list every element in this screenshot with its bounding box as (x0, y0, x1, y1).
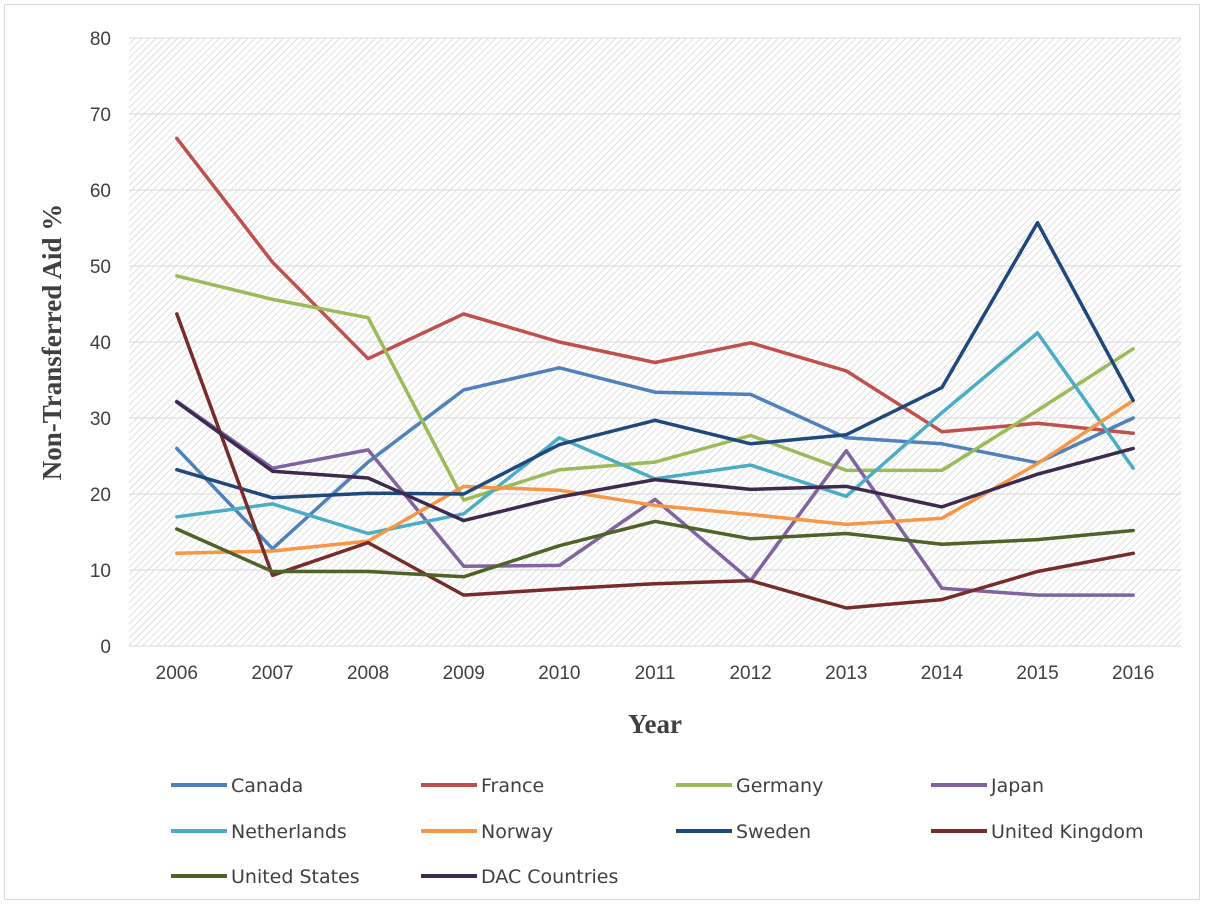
legend-label: Netherlands (231, 821, 347, 843)
y-tick-label: 10 (90, 561, 111, 582)
y-tick-label: 80 (90, 29, 111, 50)
x-tick-label: 2012 (729, 663, 771, 684)
x-tick-label: 2006 (156, 663, 198, 684)
x-tick-label: 2015 (1016, 663, 1058, 684)
series-line-germany (175, 274, 1135, 502)
legend-label: Canada (231, 775, 303, 797)
x-tick-label: 2013 (825, 663, 867, 684)
legend-label: Norway (481, 821, 553, 843)
x-tick-label: 2009 (443, 663, 485, 684)
legend-label: Sweden (736, 821, 811, 843)
y-tick-label: 40 (90, 333, 111, 354)
series-line-sweden (175, 220, 1135, 500)
y-tick-label: 60 (90, 181, 111, 202)
y-tick-label: 20 (90, 485, 111, 506)
x-tick-label: 2010 (538, 663, 580, 684)
y-axis-title: Non-Transferred Aid % (37, 204, 67, 481)
legend-label: Japan (990, 775, 1044, 797)
legend-label: United Kingdom (991, 821, 1144, 843)
y-tick-label: 30 (90, 409, 111, 430)
x-tick-label: 2011 (635, 663, 676, 684)
x-axis-ticks: 2006 2007 2008 2009 2010 2011 2012 2013 2014 2015… (156, 663, 1155, 684)
series-line-norway (175, 398, 1135, 556)
gridlines (129, 37, 1181, 647)
x-tick-label: 2016 (1112, 663, 1154, 684)
y-axis-ticks: 0 10 20 30 40 50 60 70 80 (90, 29, 111, 658)
legend-label: DAC Countries (481, 866, 618, 888)
y-tick-label: 70 (90, 105, 111, 126)
legend-label: United States (231, 866, 360, 888)
x-tick-label: 2008 (347, 663, 389, 684)
legend-label: France (481, 775, 544, 797)
series-line-dac-countries (175, 400, 1135, 523)
series-line-france (175, 136, 1135, 435)
x-tick-label: 2007 (251, 663, 293, 684)
legend-label: Germany (736, 775, 823, 797)
y-tick-label: 50 (90, 257, 111, 278)
series-line-united-states (175, 519, 1135, 579)
y-tick-label: 0 (100, 637, 111, 658)
chart-frame: 0 10 20 30 40 50 60 70 80 2006 2007 2008 2009 2010 20… (4, 4, 1200, 900)
series-line-united-kingdom (175, 312, 1135, 610)
x-axis-title: Year (628, 709, 682, 739)
legend: Canada France Germany Japan Netherlands Norwa… (171, 775, 1144, 888)
series-lines (175, 136, 1135, 610)
x-tick-label: 2014 (921, 663, 964, 684)
